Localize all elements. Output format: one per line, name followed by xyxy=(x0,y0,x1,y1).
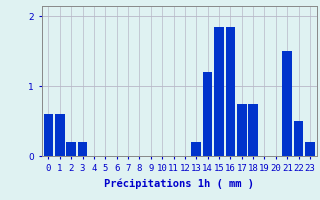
Bar xyxy=(203,72,212,156)
X-axis label: Précipitations 1h ( mm ): Précipitations 1h ( mm ) xyxy=(104,178,254,189)
Bar xyxy=(191,142,201,156)
Bar xyxy=(214,27,224,156)
Bar xyxy=(248,104,258,156)
Bar xyxy=(294,121,303,156)
Bar xyxy=(66,142,76,156)
Bar xyxy=(226,27,235,156)
Bar xyxy=(305,142,315,156)
Bar xyxy=(55,114,65,156)
Bar xyxy=(282,51,292,156)
Bar xyxy=(44,114,53,156)
Bar xyxy=(237,104,247,156)
Bar xyxy=(78,142,87,156)
